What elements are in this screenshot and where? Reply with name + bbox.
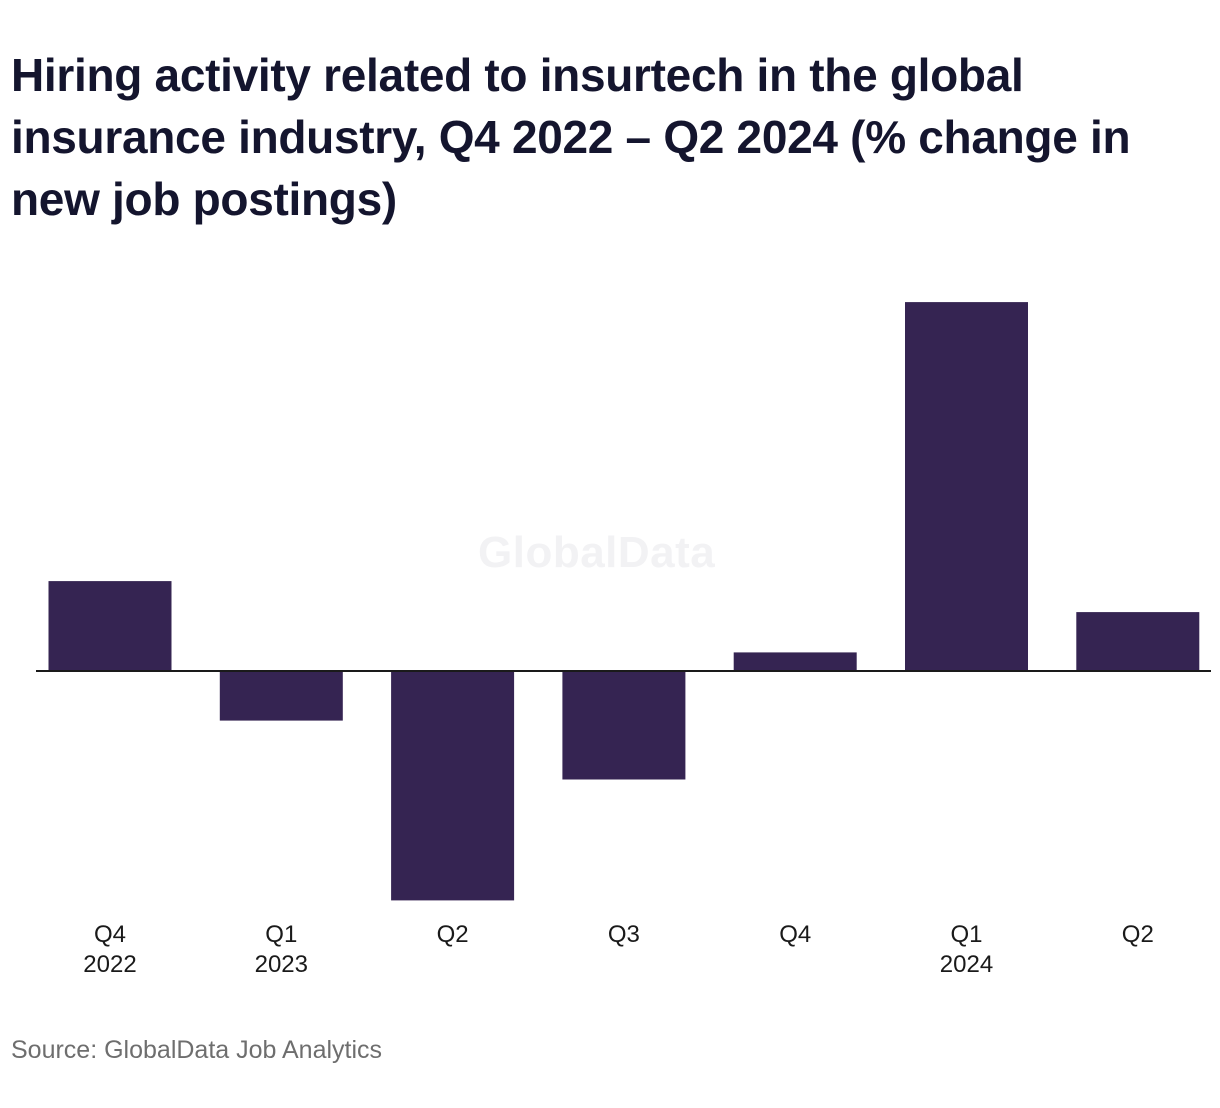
bar-4 bbox=[733, 652, 857, 671]
x-tick-labels: Q4 2022 Q1 2023 Q2 Q3 Q4 Q1 2024 Q2 bbox=[83, 921, 1154, 978]
chart-title: Hiring activity related to insurtech in … bbox=[11, 49, 1131, 225]
bar-5 bbox=[905, 302, 1028, 671]
bar-2 bbox=[391, 671, 515, 901]
tick-label-quarter: Q2 bbox=[437, 921, 469, 948]
watermark: GlobalData bbox=[478, 528, 716, 577]
tick-label-quarter: Q2 bbox=[1122, 921, 1154, 948]
tick-label-quarter: Q4 bbox=[779, 921, 811, 948]
tick-label-quarter: Q1 bbox=[265, 921, 297, 948]
tick-label-year: 2024 bbox=[940, 951, 993, 978]
bar-3 bbox=[562, 671, 686, 780]
bars-group bbox=[48, 302, 1200, 901]
source-note: Source: GlobalData Job Analytics bbox=[11, 1036, 383, 1064]
bar-1 bbox=[219, 671, 343, 721]
bar-6 bbox=[1076, 612, 1200, 671]
tick-label-quarter: Q3 bbox=[608, 921, 640, 948]
tick-label-year: 2023 bbox=[255, 951, 308, 978]
bar-0 bbox=[48, 581, 172, 671]
tick-label-year: 2022 bbox=[83, 951, 136, 978]
tick-label-quarter: Q1 bbox=[950, 921, 982, 948]
bar-chart: Q4 2022 Q1 2023 Q2 Q3 Q4 Q1 2024 Q2 bbox=[36, 302, 1211, 978]
tick-label-quarter: Q4 bbox=[94, 921, 126, 948]
